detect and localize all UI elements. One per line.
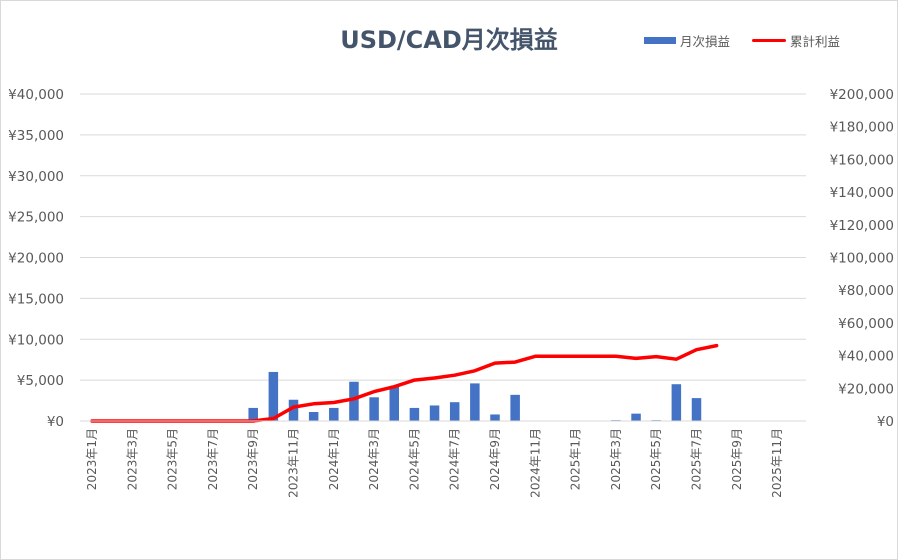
legend: 月次損益 累計利益 — [644, 31, 862, 50]
y-right-tick-label: ¥0 — [877, 414, 894, 430]
bar — [389, 385, 399, 421]
bar — [429, 405, 440, 421]
bar — [308, 412, 319, 421]
x-tick-label: 2024年9月 — [488, 428, 502, 490]
y-left-tick-label: ¥20,000 — [8, 251, 64, 267]
legend-swatch-bars — [644, 36, 676, 44]
y-left-tick-label: ¥25,000 — [8, 210, 64, 226]
bar — [409, 407, 420, 421]
x-tick-label: 2025年9月 — [730, 428, 744, 490]
y-left-tick-label: ¥35,000 — [8, 128, 64, 144]
x-tick-label: 2023年11月 — [287, 428, 301, 498]
y-left-tick-label: ¥10,000 — [8, 332, 64, 348]
bar — [349, 381, 359, 421]
x-tick-label: 2024年11月 — [528, 428, 542, 498]
y-right-tick-label: ¥20,000 — [838, 381, 894, 397]
x-tick-label: 2025年3月 — [609, 428, 623, 490]
x-tick-label: 2024年5月 — [407, 428, 421, 490]
x-tick-label: 2025年11月 — [770, 428, 784, 498]
y-right-tick-label: ¥40,000 — [838, 349, 894, 365]
y-left-tick-label: ¥40,000 — [8, 87, 64, 103]
bar — [449, 402, 460, 421]
cumulative-line — [90, 343, 719, 423]
legend-item-bars: 月次損益 — [644, 31, 730, 50]
x-tick-label: 2023年1月 — [85, 428, 99, 490]
bar — [268, 371, 279, 421]
legend-swatch-line — [752, 38, 787, 42]
y-right-tick-label: ¥140,000 — [830, 185, 894, 201]
y-right-tick-label: ¥60,000 — [838, 316, 894, 332]
bar — [691, 398, 702, 421]
bar — [369, 397, 379, 421]
bar — [510, 394, 520, 421]
x-tick-label: 2025年7月 — [690, 428, 704, 490]
x-tick-label: 2024年3月 — [367, 428, 381, 490]
y-right-tick-label: ¥160,000 — [830, 152, 894, 168]
y-right-tick-label: ¥120,000 — [830, 218, 894, 234]
y-right-tick-label: ¥80,000 — [838, 283, 894, 299]
x-tick-label: 2025年5月 — [649, 428, 663, 490]
x-tick-label: 2023年5月 — [166, 428, 180, 490]
y-right-tick-label: ¥180,000 — [830, 120, 894, 136]
bar — [671, 384, 682, 421]
y-right-tick-label: ¥200,000 — [830, 87, 894, 103]
x-tick-label: 2023年9月 — [246, 428, 260, 490]
axes: ¥0 ¥5,000 ¥10,000 ¥15,000 ¥20,000 ¥25,000 ¥30,… — [8, 87, 894, 498]
gridlines — [80, 93, 806, 381]
line-series — [90, 343, 719, 423]
y-left-tick-label: ¥30,000 — [8, 169, 64, 185]
bar-series — [248, 371, 702, 422]
x-tick-label: 2024年1月 — [327, 428, 341, 490]
bar — [470, 383, 480, 421]
y-left-tick-label: ¥15,000 — [8, 291, 64, 307]
legend-label-line: 累計利益 — [790, 33, 841, 49]
bar — [490, 414, 500, 421]
x-tick-label: 2024年7月 — [448, 428, 462, 490]
y-right-tick-label: ¥100,000 — [830, 251, 894, 267]
chart-title: USD/CAD月次損益 — [340, 26, 558, 54]
bar — [329, 407, 339, 421]
x-tick-label: 2023年3月 — [125, 428, 139, 490]
bar — [248, 407, 258, 421]
y-left-tick-label: ¥0 — [47, 414, 64, 430]
bar — [631, 413, 641, 421]
x-tick-label: 2023年7月 — [206, 428, 220, 490]
x-tick-label: 2025年1月 — [569, 428, 583, 490]
legend-label-bars: 月次損益 — [680, 33, 731, 49]
legend-item-line: 累計利益 — [752, 31, 840, 50]
y-left-tick-label: ¥5,000 — [17, 373, 64, 389]
bar — [288, 399, 299, 421]
